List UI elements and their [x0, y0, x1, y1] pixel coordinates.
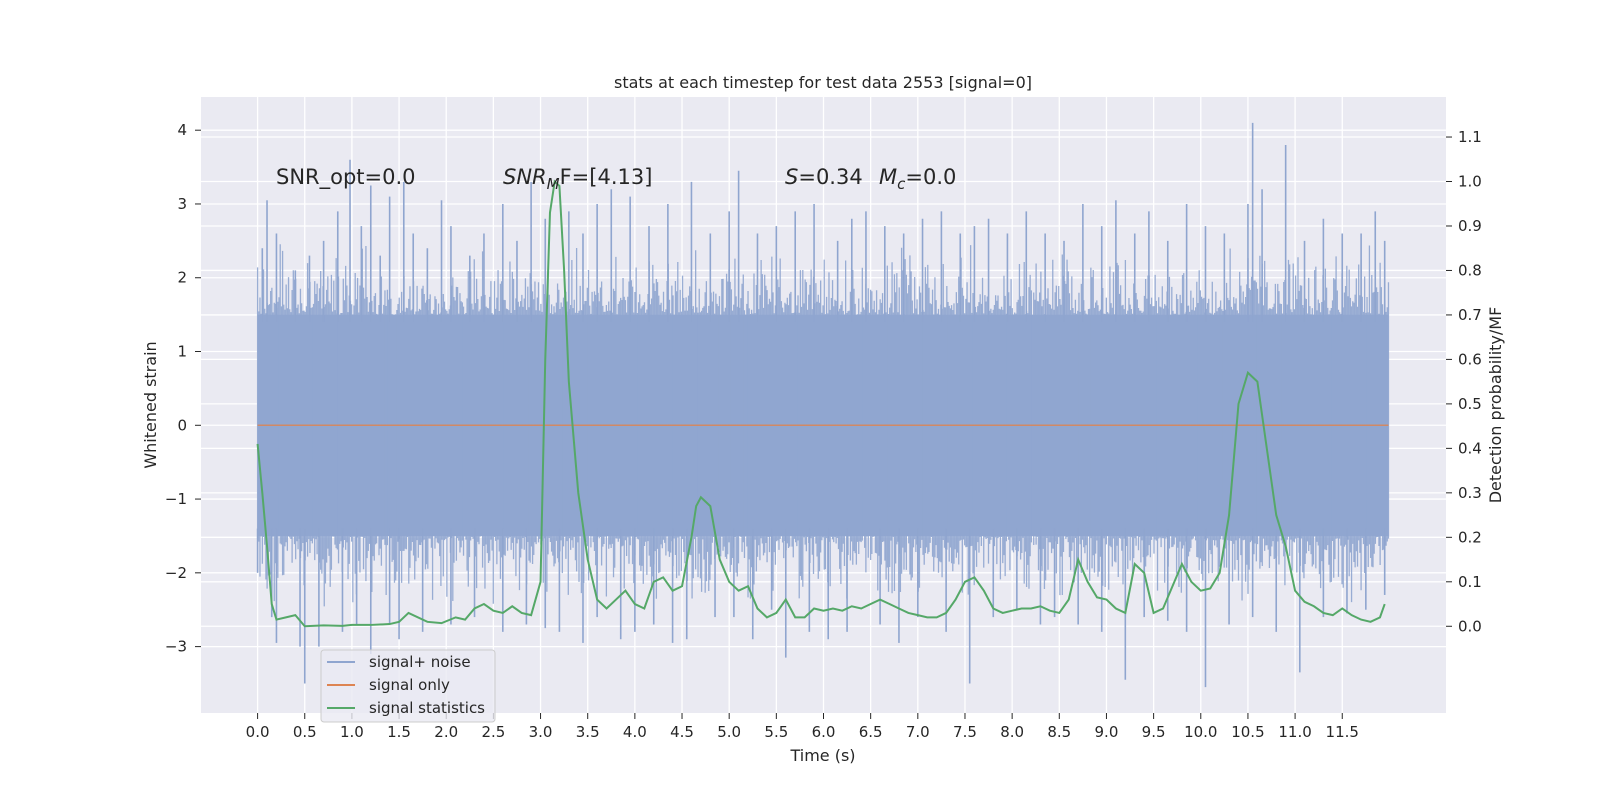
snr-mf-tail: F=[4.13] — [560, 165, 653, 189]
mc-value: =0.0 — [905, 165, 956, 189]
x-tick-label: 2.5 — [481, 723, 505, 741]
signal-statistics-series — [256, 179, 1386, 628]
y-tick-label: 3 — [177, 195, 187, 213]
s-value: =0.34 — [798, 165, 862, 189]
y-right-tick-label: 1.0 — [1458, 173, 1482, 191]
x-tick-label: 10.0 — [1184, 723, 1217, 741]
x-tick-label: 5.0 — [717, 723, 741, 741]
x-tick-label: 7.0 — [906, 723, 930, 741]
y-right-tick-label: 0.4 — [1458, 439, 1482, 457]
snr-mf-sub: M — [547, 175, 560, 193]
x-tick-label: 6.5 — [859, 723, 883, 741]
y-right-tick-label: 0.2 — [1458, 528, 1482, 546]
y-axis-right-ticks: 0.0 0.1 0.2 0.3 0.4 0.5 0.6 0.7 0.8 0.9 1.0 1.1 — [1446, 128, 1482, 635]
annotation-snr-opt: SNR_opt=0.0 — [276, 165, 416, 190]
y-right-tick-label: 0.7 — [1458, 306, 1482, 324]
legend-label-signal-only: signal only — [369, 676, 450, 694]
legend: signal+ noise signal only signal statist… — [320, 649, 496, 723]
y-right-tick-label: 1.1 — [1458, 128, 1482, 146]
x-tick-label: 8.0 — [1000, 723, 1024, 741]
snr-mf-main: SNR — [503, 165, 547, 189]
mc-symbol: M — [879, 165, 897, 189]
y-tick-label: −1 — [165, 490, 187, 508]
x-axis-ticks: 0.0 0.5 1.0 1.5 2.0 2.5 3.0 3.5 4.0 4.5 5.0 5.5 6.0 6… — [246, 713, 1359, 741]
x-tick-label: 0.0 — [246, 723, 270, 741]
x-tick-label: 4.0 — [623, 723, 647, 741]
x-tick-label: 4.5 — [670, 723, 694, 741]
legend-label-signal-noise: signal+ noise — [369, 653, 471, 671]
legend-box — [320, 649, 496, 723]
signal-statistics-line — [256, 179, 1386, 628]
x-tick-label: 11.0 — [1278, 723, 1311, 741]
y-axis-left-label: Whitened strain — [141, 341, 160, 468]
x-tick-label: 9.5 — [1142, 723, 1166, 741]
legend-label-signal-statistics: signal statistics — [369, 699, 485, 717]
x-tick-label: 11.5 — [1326, 723, 1359, 741]
y-right-tick-label: 0.1 — [1458, 573, 1482, 591]
x-axis-label: Time (s) — [789, 746, 855, 765]
y-right-tick-label: 0.6 — [1458, 350, 1482, 368]
y-right-tick-label: 0.8 — [1458, 261, 1482, 279]
x-tick-label: 10.5 — [1231, 723, 1264, 741]
y-axis-left-ticks: −3 −2 −1 0 1 2 3 4 — [165, 121, 201, 656]
x-tick-label: 5.5 — [764, 723, 788, 741]
x-tick-label: 3.0 — [529, 723, 553, 741]
x-tick-label: 9.0 — [1095, 723, 1119, 741]
y-axis-right-label: Detection probability/MF — [1486, 307, 1505, 504]
y-right-tick-label: 0.9 — [1458, 217, 1482, 235]
y-tick-label: −3 — [165, 638, 187, 656]
y-tick-label: −2 — [165, 564, 187, 582]
x-tick-label: 8.5 — [1047, 723, 1071, 741]
annotation-mc: Mc=0.0 — [879, 165, 956, 193]
y-right-tick-label: 0.5 — [1458, 395, 1482, 413]
x-tick-label: 1.5 — [387, 723, 411, 741]
x-tick-label: 3.5 — [576, 723, 600, 741]
x-tick-label: 0.5 — [293, 723, 317, 741]
y-tick-label: 4 — [177, 121, 187, 139]
x-tick-label: 7.5 — [953, 723, 977, 741]
x-tick-label: 1.0 — [340, 723, 364, 741]
y-right-tick-label: 0.3 — [1458, 484, 1482, 502]
x-tick-label: 2.0 — [434, 723, 458, 741]
annotation-s: S=0.34 — [785, 165, 863, 189]
y-right-tick-label: 0.0 — [1458, 617, 1482, 635]
y-tick-label: 1 — [177, 343, 187, 361]
mc-sub: c — [897, 175, 906, 193]
s-symbol: S — [785, 165, 798, 189]
chart-title: stats at each timestep for test data 255… — [614, 73, 1032, 92]
y-tick-label: 0 — [177, 416, 187, 434]
x-tick-label: 6.0 — [812, 723, 836, 741]
y-tick-label: 2 — [177, 269, 187, 287]
annotation-snr-mf: SNRMF=[4.13] — [503, 165, 652, 193]
